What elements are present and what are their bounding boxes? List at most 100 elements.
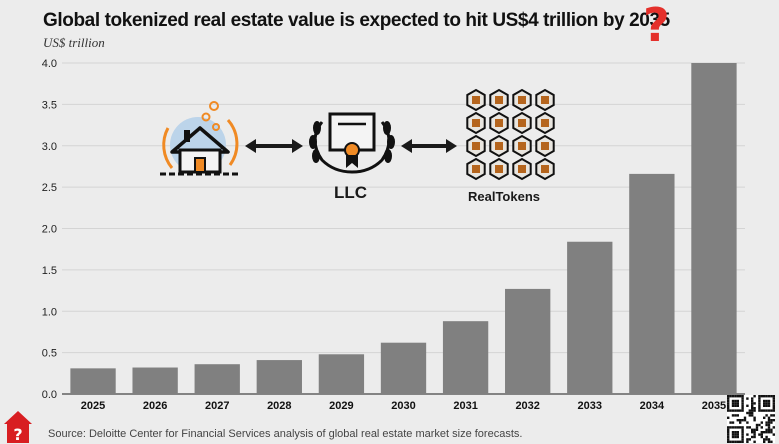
qr-module — [746, 397, 749, 400]
token-cell-core — [495, 96, 503, 104]
qr-module — [748, 438, 751, 441]
qr-module — [731, 409, 735, 412]
bar-2030 — [380, 342, 427, 394]
realtokens-label: RealTokens — [468, 189, 541, 204]
qr-module — [772, 409, 775, 412]
qr-module — [753, 419, 756, 422]
qr-module — [746, 440, 749, 443]
token-cell-core — [495, 119, 503, 127]
qr-module — [758, 433, 761, 436]
qr-module — [727, 404, 730, 407]
x-tick-label: 2029 — [329, 400, 353, 412]
qr-module — [736, 435, 739, 439]
qr-module — [739, 409, 742, 412]
chart-bars — [70, 63, 737, 394]
qr-module — [741, 407, 744, 410]
bar-2035 — [691, 63, 737, 394]
qr-module — [763, 416, 766, 419]
qr-module — [760, 433, 763, 436]
qr-module — [767, 399, 771, 403]
qr-module — [763, 402, 766, 405]
qr-module — [727, 428, 730, 431]
qr-module — [767, 409, 771, 412]
qr-module — [758, 423, 761, 427]
qr-module — [739, 419, 742, 422]
y-tick-label: 3.0 — [42, 141, 57, 153]
qr-module — [767, 423, 771, 427]
qr-module — [729, 409, 732, 412]
qr-module — [746, 438, 749, 441]
qr-module — [758, 404, 761, 407]
token-cell-core — [495, 165, 503, 173]
qr-module — [772, 404, 775, 407]
token-cell-core — [541, 165, 549, 173]
qr-module — [763, 440, 766, 443]
qr-module — [734, 435, 737, 439]
qr-module — [736, 433, 739, 436]
token-cell-core — [495, 142, 503, 150]
real-tokens-grid-icon — [466, 88, 555, 181]
qr-module — [731, 435, 735, 439]
x-tick-label: 2028 — [267, 400, 291, 412]
qr-module — [746, 411, 749, 415]
qr-module — [741, 419, 744, 422]
qr-module — [734, 404, 737, 407]
qr-module — [765, 409, 768, 412]
qr-module — [741, 431, 744, 434]
qr-module — [758, 402, 761, 405]
qr-module — [734, 431, 737, 434]
x-axis-labels: 2025 2026 2027 2028 2029 2030 2031 2032 2033 2034… — [81, 400, 726, 412]
qr-module — [767, 421, 771, 424]
qr-module — [727, 416, 730, 419]
y-tick-label: 1.0 — [42, 306, 57, 318]
qr-module — [770, 440, 773, 443]
qr-module — [767, 431, 771, 434]
qr-module — [751, 414, 754, 417]
qr-module — [765, 399, 768, 403]
qr-module — [746, 404, 749, 407]
token-cell-core — [472, 119, 480, 127]
qr-module — [739, 440, 742, 443]
y-axis-labels: 0.0 0.5 1.0 1.5 2.0 2.5 3.0 3.5 4.0 — [42, 58, 57, 401]
svg-text:?: ? — [13, 425, 22, 444]
qr-module — [739, 426, 742, 429]
qr-module — [727, 402, 730, 405]
qr-module — [736, 395, 739, 398]
qr-module — [760, 426, 763, 429]
qr-module — [772, 433, 775, 436]
x-tick-label: 2035 — [702, 400, 726, 412]
qr-module — [770, 428, 773, 431]
qr-module — [767, 440, 771, 443]
qr-module — [731, 402, 735, 405]
token-cell-core — [518, 165, 526, 173]
qr-module — [763, 431, 766, 434]
qr-module — [763, 395, 766, 398]
qr-module — [765, 404, 768, 407]
qr-module — [767, 426, 771, 429]
qr-module — [753, 435, 756, 439]
qr-module — [741, 428, 744, 431]
qr-module — [729, 440, 732, 443]
qr-module — [739, 395, 742, 398]
qr-module — [763, 399, 766, 403]
qr-module — [727, 435, 730, 439]
qr-module — [753, 395, 756, 398]
qr-module — [748, 426, 751, 429]
token-cell-core — [541, 142, 549, 150]
x-tick-label: 2031 — [453, 400, 477, 412]
qr-module — [753, 431, 756, 434]
qr-module — [736, 440, 739, 443]
qr-module — [767, 438, 771, 441]
qr-module — [770, 431, 773, 434]
qr-module — [741, 404, 744, 407]
qr-module — [731, 426, 735, 429]
qr-module — [741, 402, 744, 405]
bar-2031 — [442, 321, 489, 394]
qr-module — [751, 428, 754, 431]
qr-module — [770, 419, 773, 422]
qr-module — [727, 409, 730, 412]
qr-module — [736, 402, 739, 405]
x-tick-label: 2033 — [578, 400, 602, 412]
qr-module — [767, 404, 771, 407]
